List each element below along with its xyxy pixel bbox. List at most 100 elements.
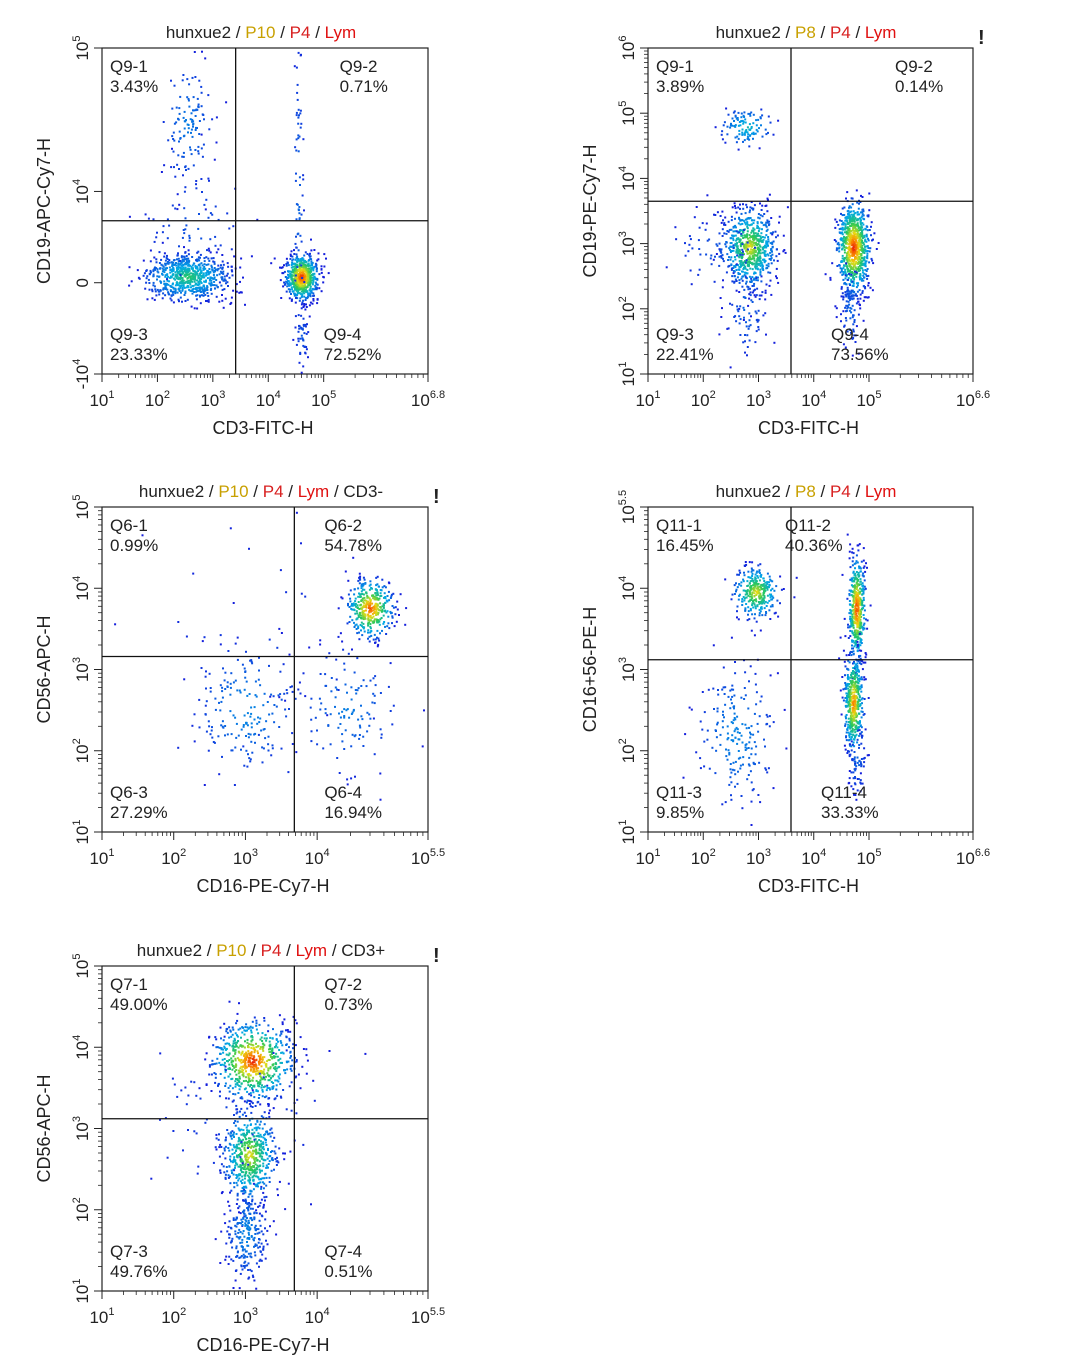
quadrant-name: Q9-2 bbox=[895, 57, 933, 76]
x-tick-label: 103 bbox=[746, 389, 771, 410]
y-tick-label: 101 bbox=[71, 1278, 92, 1303]
quadrant-percent: 0.51% bbox=[324, 1262, 372, 1281]
gating-title: hunxue2 / P8 / P4 / Lym bbox=[716, 482, 897, 501]
y-axis-label: CD56-APC-H bbox=[34, 615, 54, 723]
gating-segment: / bbox=[851, 23, 865, 42]
y-tick-label: 102 bbox=[617, 738, 638, 763]
x-tick-label: 102 bbox=[161, 847, 186, 868]
x-tick-label: 104 bbox=[305, 1306, 330, 1327]
plot-frame bbox=[101, 965, 429, 1292]
gating-segment: / bbox=[276, 23, 290, 42]
quadrant-percent: 22.41% bbox=[656, 345, 714, 364]
quadrant-name: Q11-4 bbox=[821, 783, 867, 802]
x-tick-label: 105.5 bbox=[411, 847, 445, 868]
x-tick-label: 104 bbox=[801, 389, 826, 410]
x-axis-label: CD16-PE-Cy7-H bbox=[196, 876, 329, 896]
gating-segment: hunxue2 bbox=[139, 482, 204, 501]
quadrant-name: Q11-2 bbox=[785, 516, 831, 535]
quadrant-name: Q7-3 bbox=[110, 1242, 148, 1261]
x-tick-label: 101 bbox=[89, 847, 114, 868]
y-tick-label: 102 bbox=[617, 296, 638, 321]
quadrant-percent: 16.45% bbox=[656, 536, 714, 555]
x-tick-label: 101 bbox=[635, 847, 660, 868]
gating-segment: / bbox=[246, 941, 260, 960]
warning-marker: ! bbox=[433, 486, 440, 508]
y-tick-label: 105.5 bbox=[617, 490, 638, 524]
gating-segment: hunxue2 bbox=[166, 23, 231, 42]
x-tick-label: 106.6 bbox=[956, 847, 990, 868]
y-tick-label: 104 bbox=[71, 576, 92, 601]
gating-segment: P8 bbox=[795, 482, 816, 501]
x-tick-label: 103 bbox=[746, 847, 771, 868]
quadrant-percent: 49.76% bbox=[110, 1262, 168, 1281]
gating-segment: hunxue2 bbox=[716, 23, 781, 42]
x-axis-label: CD3-FITC-H bbox=[758, 418, 859, 438]
x-tick-label: 101 bbox=[89, 1306, 114, 1327]
plot-p5: hunxue2 / P10 / P4 / Lym / CD3+ ! Q7-149.0… bbox=[34, 941, 445, 1355]
x-tick-label: 106.6 bbox=[956, 389, 990, 410]
y-tick-label: 103 bbox=[617, 231, 638, 256]
x-tick-label: 102 bbox=[145, 389, 170, 410]
gating-segment: / bbox=[281, 941, 295, 960]
quadrant-percent: 0.99% bbox=[110, 536, 158, 555]
gating-segment: Lym bbox=[325, 23, 357, 42]
x-tick-label: 102 bbox=[691, 847, 716, 868]
quadrant-percent: 33.33% bbox=[821, 803, 879, 822]
y-tick-label: 106 bbox=[617, 35, 638, 60]
x-tick-label: 104 bbox=[256, 389, 281, 410]
population-dots bbox=[150, 1000, 367, 1290]
gating-segment: P8 bbox=[795, 23, 816, 42]
x-axis-label: CD16-PE-Cy7-H bbox=[196, 1335, 329, 1355]
quadrant-percent: 72.52% bbox=[324, 345, 382, 364]
quadrant-percent: 3.43% bbox=[110, 77, 158, 96]
gating-segment: P10 bbox=[245, 23, 275, 42]
y-tick-label: 101 bbox=[617, 361, 638, 386]
gating-segment: P4 bbox=[263, 482, 284, 501]
quadrant-name: Q11-1 bbox=[656, 516, 702, 535]
quadrant-name: Q7-2 bbox=[324, 975, 362, 994]
x-tick-label: 105.5 bbox=[411, 1306, 445, 1327]
gating-segment: / bbox=[310, 23, 324, 42]
quadrant-name: Q9-1 bbox=[110, 57, 148, 76]
gating-segment: / bbox=[284, 482, 298, 501]
x-tick-label: 101 bbox=[89, 389, 114, 410]
x-tick-label: 105 bbox=[856, 389, 881, 410]
population-dots bbox=[114, 511, 425, 801]
population-dots bbox=[682, 533, 872, 826]
plot-p3: hunxue2 / P10 / P4 / Lym / CD3- ! Q6-10.99… bbox=[34, 482, 445, 896]
quadrant-name: Q9-1 bbox=[656, 57, 694, 76]
quadrant-name: Q6-1 bbox=[110, 516, 148, 535]
gating-segment: / bbox=[781, 23, 795, 42]
gating-segment: P4 bbox=[290, 23, 311, 42]
gating-segment: / CD3- bbox=[329, 482, 383, 501]
y-tick-label: 104 bbox=[617, 576, 638, 601]
y-tick-label: 101 bbox=[617, 819, 638, 844]
quadrant-percent: 73.56% bbox=[831, 345, 889, 364]
gating-segment: P4 bbox=[830, 482, 851, 501]
gating-segment: / CD3+ bbox=[327, 941, 385, 960]
warning-marker: ! bbox=[978, 27, 985, 49]
quadrant-percent: 27.29% bbox=[110, 803, 168, 822]
x-tick-label: 104 bbox=[305, 847, 330, 868]
quadrant-name: Q9-4 bbox=[831, 325, 869, 344]
quadrant-name: Q7-4 bbox=[324, 1242, 362, 1261]
gating-segment: P10 bbox=[216, 941, 246, 960]
gating-segment: / bbox=[816, 23, 830, 42]
gating-segment: Lym bbox=[865, 482, 897, 501]
population-dots bbox=[665, 107, 880, 369]
quadrant-name: Q9-2 bbox=[340, 57, 378, 76]
x-tick-label: 106.8 bbox=[411, 389, 445, 410]
x-axis-label: CD3-FITC-H bbox=[213, 418, 314, 438]
x-tick-label: 102 bbox=[161, 1306, 186, 1327]
quadrant-percent: 23.33% bbox=[110, 345, 168, 364]
y-tick-label: -104 bbox=[71, 359, 92, 390]
gating-segment: hunxue2 bbox=[137, 941, 202, 960]
quadrant-name: Q7-1 bbox=[110, 975, 148, 994]
quadrant-percent: 49.00% bbox=[110, 995, 168, 1014]
y-tick-label: 105 bbox=[71, 494, 92, 519]
gating-segment: / bbox=[249, 482, 263, 501]
gating-segment: Lym bbox=[298, 482, 330, 501]
plot-p1: hunxue2 / P10 / P4 / Lym Q9-13.43% Q9-20.7… bbox=[34, 23, 445, 438]
population-dots bbox=[128, 50, 330, 374]
quadrant-name: Q6-2 bbox=[324, 516, 362, 535]
